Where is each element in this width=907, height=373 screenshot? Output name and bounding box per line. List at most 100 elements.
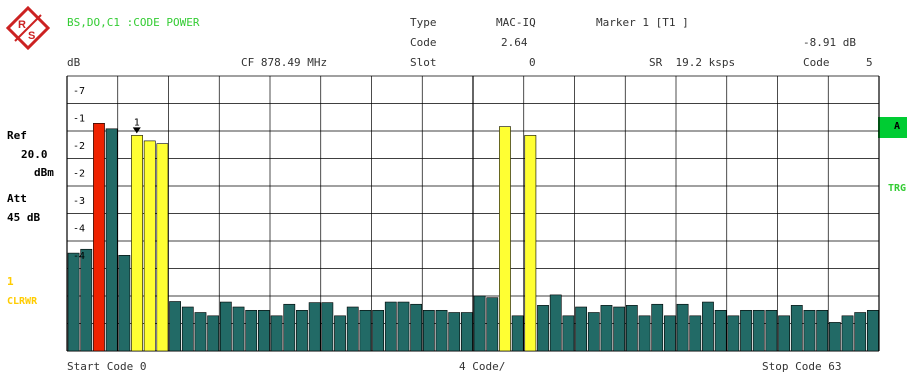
ref-unit: dBm [34,166,54,179]
slot-value: 0 [529,56,536,69]
code-power-bar [258,309,270,352]
code-power-bar [613,306,626,352]
unit-label: dB [67,56,81,69]
svg-text:S: S [28,30,35,42]
code-power-bar [67,252,80,352]
marker-triangle [132,127,141,134]
code-power-bar [841,315,854,352]
marker-code-label: Code [803,56,830,69]
code-power-bar [448,312,461,352]
code-power-bar [714,309,727,352]
code-power-bar [625,305,638,352]
code-power-bar [397,301,410,352]
y-tick-label: -2 [73,168,85,179]
trace-mode: CLRWR [7,296,38,307]
code-power-bar [727,315,740,352]
y-tick-label: -3 [73,196,85,207]
y-tick-label: -4 [73,223,85,234]
att-label: Att [7,192,27,205]
code-power-bar [511,315,524,352]
marker-code-value: 5 [866,56,873,69]
code-power-bar [638,315,651,352]
slot-label: Slot [410,56,437,69]
code-power-bar [156,143,169,352]
code-power-bar [80,248,93,352]
code-power-bar [537,305,549,352]
code-power-bar [207,315,220,352]
y-tick-label: -4 [73,251,85,262]
code-power-bar [549,294,562,352]
code-power-bar [664,315,676,352]
code-power-bar [867,309,879,352]
start-code-label: Start Code 0 [67,360,147,373]
code-power-bar [346,306,359,352]
code-power-bar [651,303,664,352]
ref-label: Ref [7,129,27,142]
code-power-bar [143,140,156,352]
trigger-label: TRG [888,183,907,194]
code-power-bar [105,128,118,352]
code-power-bar [461,312,473,352]
code-power-bar [752,309,765,352]
trace-number: 1 [7,275,14,288]
code-power-bar [169,301,181,352]
code-value: 2.64 [501,36,528,49]
code-division-label: 4 Code/ [459,360,506,373]
code-power-bar [372,309,384,352]
ref-value: 20.0 [21,148,48,161]
trace-a-label: A [894,121,901,132]
svg-text:R: R [18,19,26,31]
att-value: 45 dB [7,211,41,224]
code-power-bar [181,306,194,352]
code-power-bar [689,315,702,352]
code-label: Code [410,36,437,49]
y-tick-label: -7 [73,86,85,97]
code-power-bar [296,309,308,352]
code-power-bar [499,126,511,352]
code-power-bar [765,309,778,352]
code-power-bar [562,315,575,352]
y-tick-label: -2 [73,141,85,152]
symbol-rate: SR 19.2 ksps [649,56,736,69]
code-power-bar [194,312,207,352]
code-power-bar [359,309,372,352]
measurement-title: BS,DO,C1 :CODE POWER [67,16,200,29]
code-power-bar [422,309,435,352]
code-power-bar [118,255,131,352]
marker-label: Marker 1 [T1 ] [596,16,689,29]
code-power-bar [828,322,841,352]
code-power-bar [131,135,143,352]
code-power-bar [816,309,829,352]
code-power-bar [854,312,867,352]
code-power-bar [575,306,587,352]
code-power-bar [410,303,423,352]
code-power-bar [473,295,486,352]
code-power-bar [740,309,752,352]
code-power-bar [587,312,600,352]
center-frequency: CF 878.49 MHz [241,56,328,69]
code-power-bar [219,301,232,352]
marker-number: 1 [134,117,140,128]
code-power-bar [93,123,105,352]
type-value: MAC-IQ [496,16,536,29]
y-tick-label: -1 [73,113,85,124]
marker-value: -8.91 dB [803,36,856,49]
code-power-bar [803,309,816,352]
code-power-bar [334,315,346,352]
code-power-bar [676,303,689,352]
trace-a-indicator: A [878,117,907,138]
code-power-bar [600,305,613,352]
code-power-bar [702,301,714,352]
code-power-bar [790,305,803,352]
code-power-bar [524,135,537,352]
code-power-bar [486,297,499,352]
code-power-bar [283,303,296,352]
code-power-bar [270,315,283,352]
code-power-bar [321,302,334,352]
code-power-bar [308,302,321,352]
code-power-bar [435,309,448,352]
rohde-schwarz-logo: R S [6,6,50,50]
type-label: Type [410,16,437,29]
code-power-bar [232,306,245,352]
